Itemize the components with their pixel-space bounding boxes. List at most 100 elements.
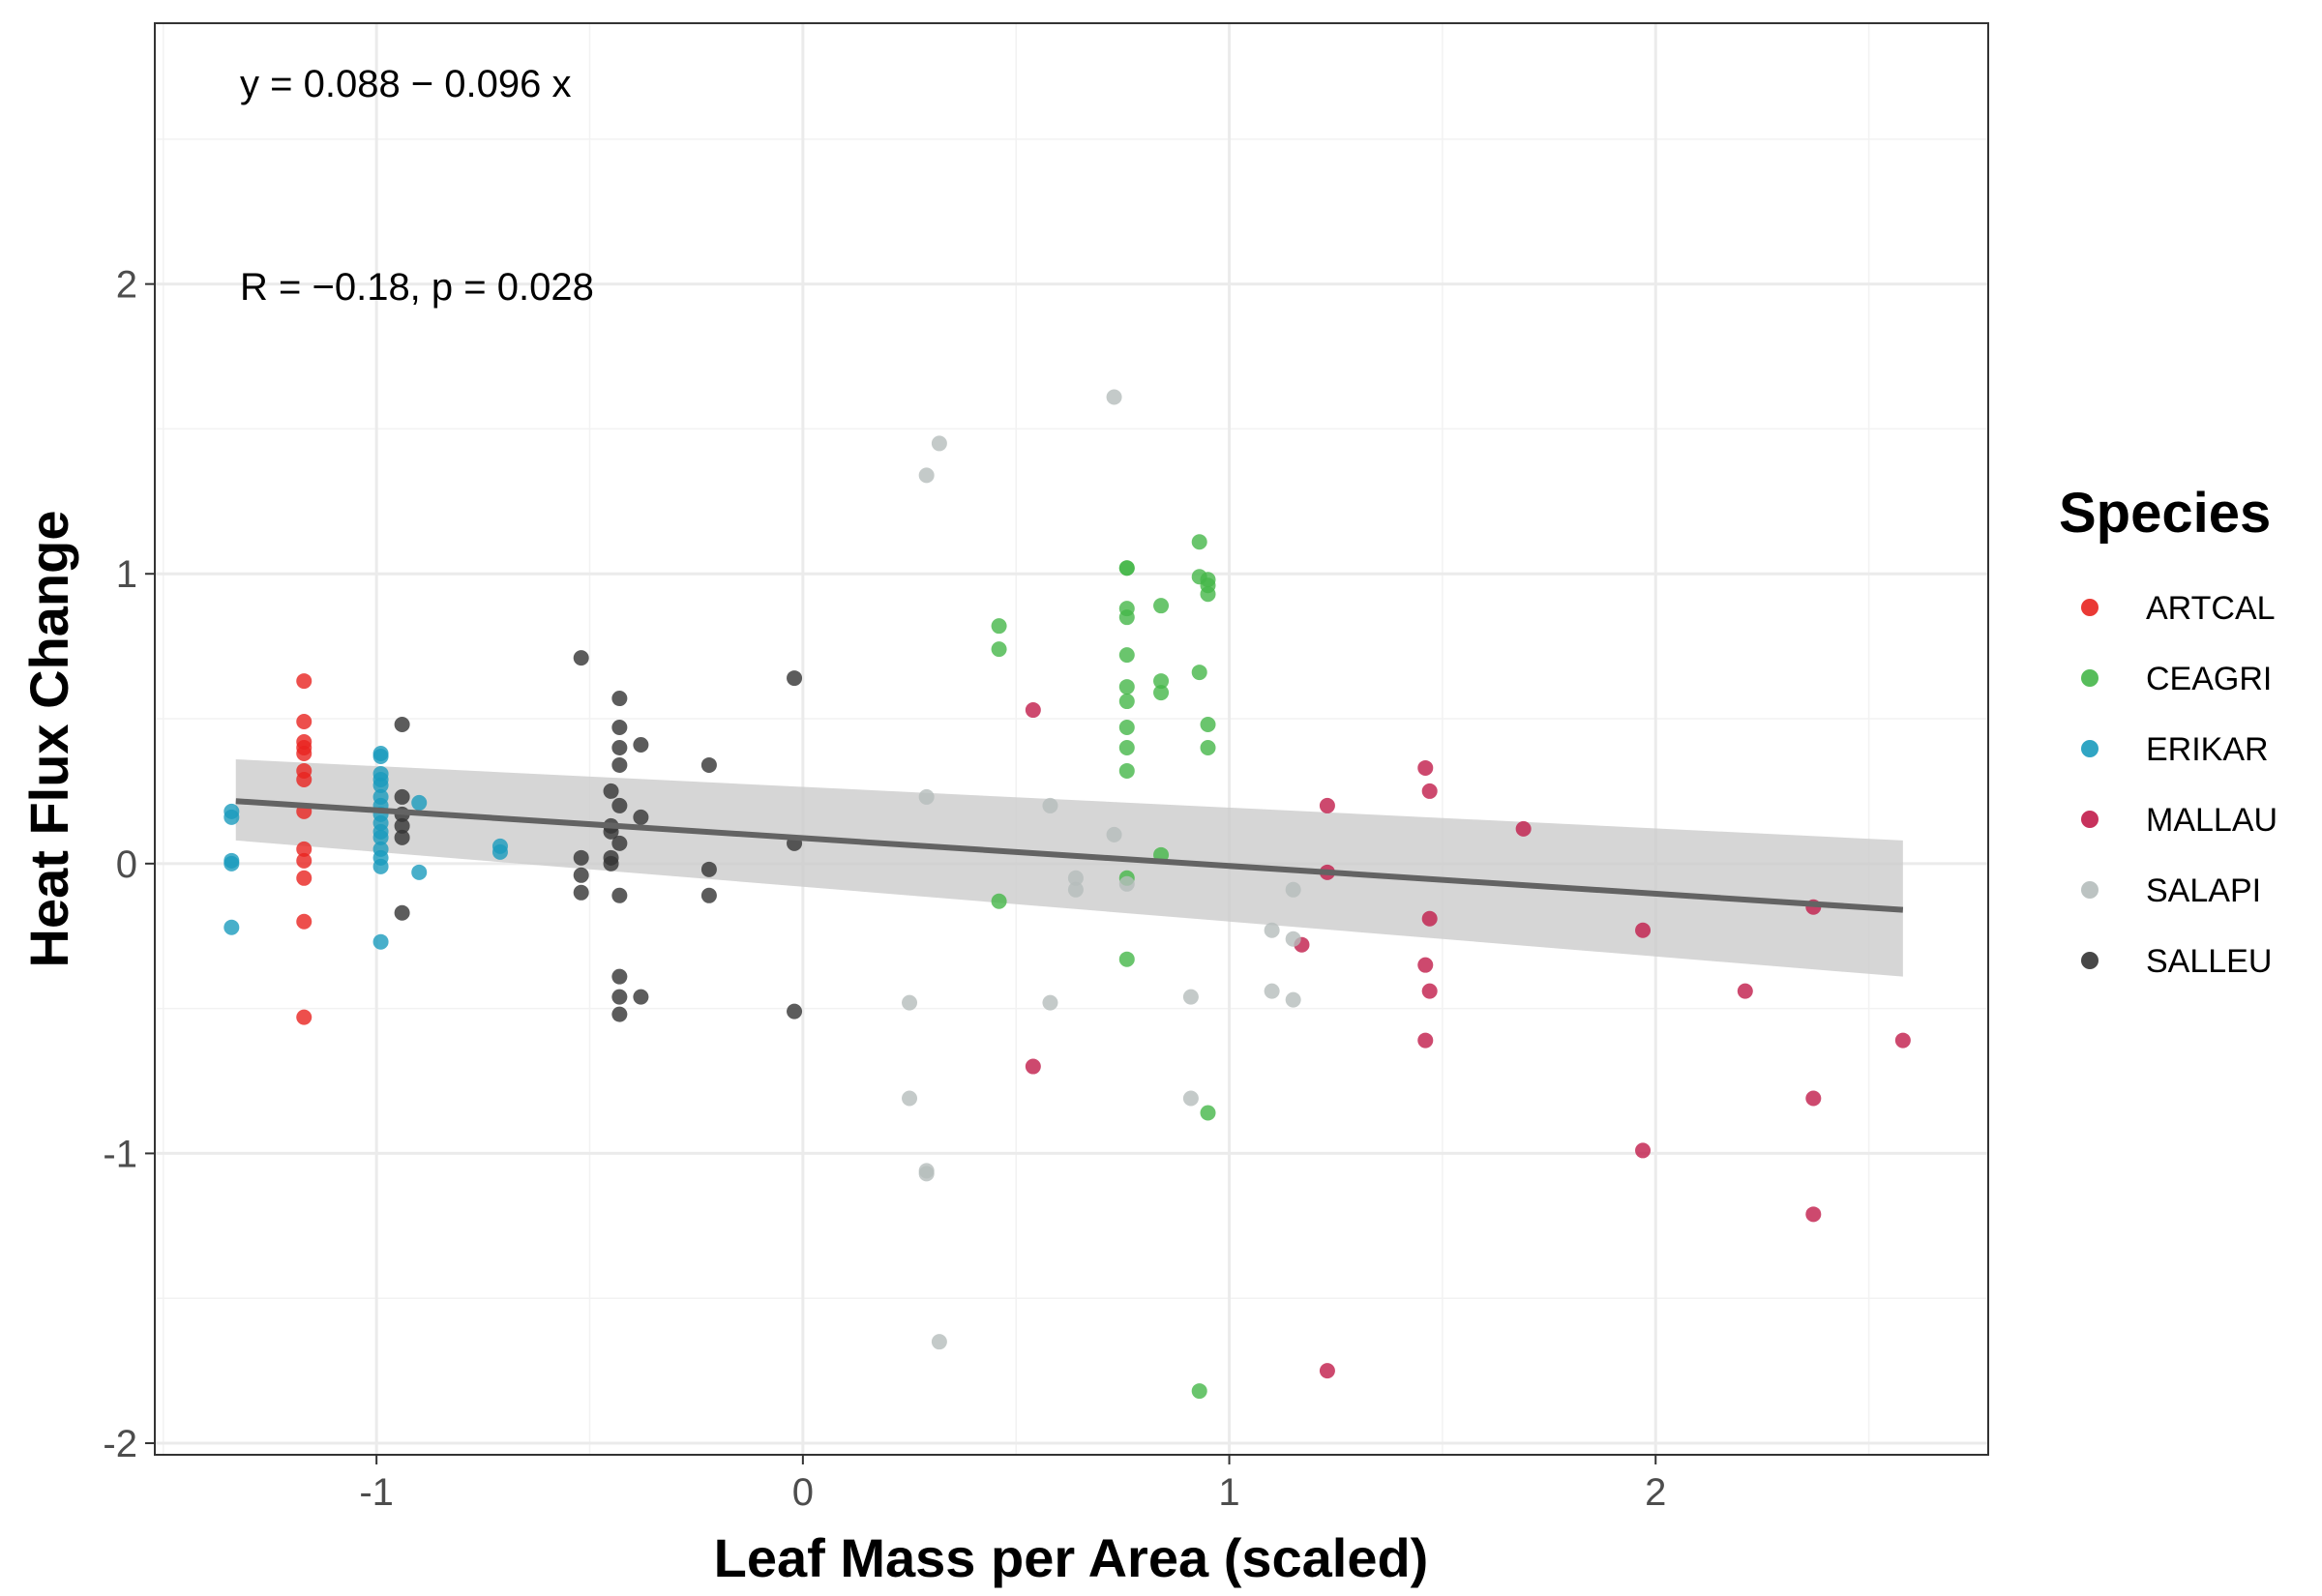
point-salapi xyxy=(902,1090,918,1107)
point-salleu xyxy=(573,849,589,866)
point-erikar xyxy=(491,843,508,860)
point-salapi xyxy=(1106,389,1122,405)
point-salleu xyxy=(633,809,649,825)
point-ceagri xyxy=(1118,679,1135,695)
point-ceagri xyxy=(991,641,1007,658)
point-ceagri xyxy=(1118,609,1135,626)
point-erikar xyxy=(372,777,389,793)
point-mallau xyxy=(1805,1206,1822,1223)
point-ceagri xyxy=(1118,739,1135,755)
legend: Species ARTCAL CEAGRI ERIKAR MALLAU SALAPI SA… xyxy=(2059,482,2277,980)
regression-equation: y = 0.088 − 0.096 x xyxy=(240,63,571,105)
point-mallau xyxy=(1894,1032,1911,1049)
x-tick-label: 0 xyxy=(792,1471,814,1514)
y-tick-label: -2 xyxy=(103,1423,137,1465)
y-tick-label: 2 xyxy=(116,264,137,307)
point-mallau xyxy=(1635,922,1652,938)
point-salleu xyxy=(394,817,410,834)
point-salapi xyxy=(918,1166,935,1182)
point-erikar xyxy=(411,794,428,811)
point-salapi xyxy=(1285,881,1301,898)
point-salapi xyxy=(1042,797,1058,813)
point-ceagri xyxy=(1153,685,1170,701)
point-artcal xyxy=(296,852,313,869)
point-mallau xyxy=(1417,957,1434,973)
point-salapi xyxy=(931,435,947,452)
point-salleu xyxy=(700,861,717,877)
point-salapi xyxy=(918,467,935,484)
y-tick-label: 1 xyxy=(116,553,137,596)
point-salapi xyxy=(1106,826,1122,842)
point-mallau xyxy=(1417,759,1434,776)
point-salapi xyxy=(1182,989,1199,1005)
legend-marker-mallau xyxy=(2081,811,2099,828)
point-ceagri xyxy=(1191,1383,1207,1400)
point-erikar xyxy=(411,864,428,880)
point-salleu xyxy=(787,1003,803,1020)
legend-label-erikar: ERIKAR xyxy=(2146,731,2269,768)
point-salleu xyxy=(394,788,410,805)
point-erikar xyxy=(223,855,240,872)
point-salapi xyxy=(1182,1090,1199,1107)
x-tick-label: -1 xyxy=(359,1471,394,1514)
point-erikar xyxy=(372,933,389,950)
legend-label-salleu: SALLEU xyxy=(2146,943,2272,980)
confidence-band-area xyxy=(235,758,1903,977)
point-salleu xyxy=(633,989,649,1005)
point-salapi xyxy=(1118,875,1135,892)
point-erikar xyxy=(223,809,240,825)
x-tick-label: 1 xyxy=(1218,1471,1239,1514)
point-salapi xyxy=(1067,870,1084,886)
legend-marker-erikar xyxy=(2081,740,2099,757)
point-salleu xyxy=(573,867,589,883)
point-salapi xyxy=(918,788,935,805)
y-axis: -2 -1 0 1 2 xyxy=(103,264,155,1465)
x-axis: -1 0 1 2 xyxy=(359,1455,1666,1514)
point-mallau xyxy=(1421,783,1438,799)
point-mallau xyxy=(1737,983,1753,999)
regression-line-path xyxy=(235,798,1904,913)
legend-title: Species xyxy=(2059,482,2271,545)
point-salleu xyxy=(603,855,619,872)
point-salapi xyxy=(1264,983,1280,999)
point-ceagri xyxy=(1118,694,1135,710)
point-salleu xyxy=(611,968,628,985)
legend-marker-salleu xyxy=(2081,952,2099,969)
legend-label-artcal: ARTCAL xyxy=(2146,590,2276,627)
confidence-band xyxy=(235,758,1903,977)
point-salleu xyxy=(611,835,628,851)
point-salleu xyxy=(611,756,628,773)
point-salapi xyxy=(1067,881,1084,898)
point-ceagri xyxy=(1118,762,1135,779)
point-salleu xyxy=(611,739,628,755)
point-mallau xyxy=(1319,797,1335,813)
y-axis-title: Heat Flux Change xyxy=(18,511,79,968)
y-tick-label: 0 xyxy=(116,843,137,886)
plot-panel-border xyxy=(154,22,1989,1456)
point-salleu xyxy=(700,756,717,773)
point-salapi xyxy=(902,994,918,1011)
point-artcal xyxy=(296,745,313,761)
point-ceagri xyxy=(1200,586,1216,603)
point-salleu xyxy=(611,797,628,813)
point-artcal xyxy=(296,714,313,730)
legend-marker-artcal xyxy=(2081,599,2099,616)
point-salapi xyxy=(1042,994,1058,1011)
point-artcal xyxy=(296,870,313,886)
point-erikar xyxy=(372,858,389,874)
point-artcal xyxy=(296,913,313,930)
point-salapi xyxy=(1285,991,1301,1008)
point-salleu xyxy=(700,887,717,903)
point-salleu xyxy=(611,720,628,736)
regression-line xyxy=(235,798,1904,913)
point-ceagri xyxy=(1191,665,1207,681)
point-ceagri xyxy=(1200,739,1216,755)
point-mallau xyxy=(1421,983,1438,999)
point-artcal xyxy=(296,771,313,787)
point-ceagri xyxy=(991,618,1007,635)
point-mallau xyxy=(1417,1032,1434,1049)
point-ceagri xyxy=(1118,647,1135,664)
point-salleu xyxy=(611,691,628,707)
correlation-stats: R = −0.18, p = 0.028 xyxy=(240,266,594,309)
